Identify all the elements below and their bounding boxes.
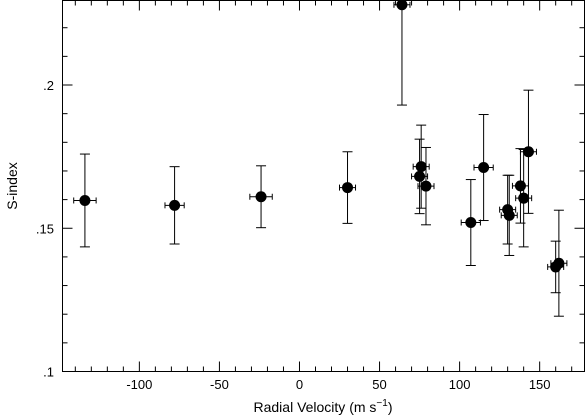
error-bars <box>73 0 568 317</box>
plot-frame <box>62 0 585 372</box>
data-point <box>414 170 426 182</box>
x-tick-label: 50 <box>372 377 386 392</box>
data-point <box>255 191 267 203</box>
x-tick-label: -100 <box>126 377 152 392</box>
data-point <box>79 194 91 206</box>
x-tick-label: -50 <box>210 377 229 392</box>
data-point <box>518 192 530 204</box>
data-point <box>420 180 432 192</box>
data-point <box>514 180 526 192</box>
data-point <box>169 199 181 211</box>
x-tick-labels: -100 -50 0 50 100 150 <box>126 377 550 392</box>
x-tick-label: 0 <box>296 377 303 392</box>
y-tick-label: .2 <box>43 78 54 93</box>
data-point <box>396 0 408 11</box>
data-point <box>553 257 565 269</box>
y-tick-labels: .1 .15 .2 <box>36 78 54 379</box>
data-point <box>503 209 515 221</box>
x-tick-label: 100 <box>449 377 471 392</box>
y-axis-label: S-index <box>4 162 20 209</box>
data-point <box>522 146 534 158</box>
data-point <box>415 161 427 173</box>
data-point <box>465 217 477 229</box>
y-tick-label: .15 <box>36 221 54 236</box>
data-points <box>79 0 565 273</box>
data-point <box>342 182 354 194</box>
axis-ticks <box>62 0 585 372</box>
y-tick-label: .1 <box>43 365 54 380</box>
x-axis-label: Radial Velocity (m s−1) <box>253 398 392 415</box>
data-point <box>478 162 490 174</box>
x-tick-label: 150 <box>529 377 551 392</box>
